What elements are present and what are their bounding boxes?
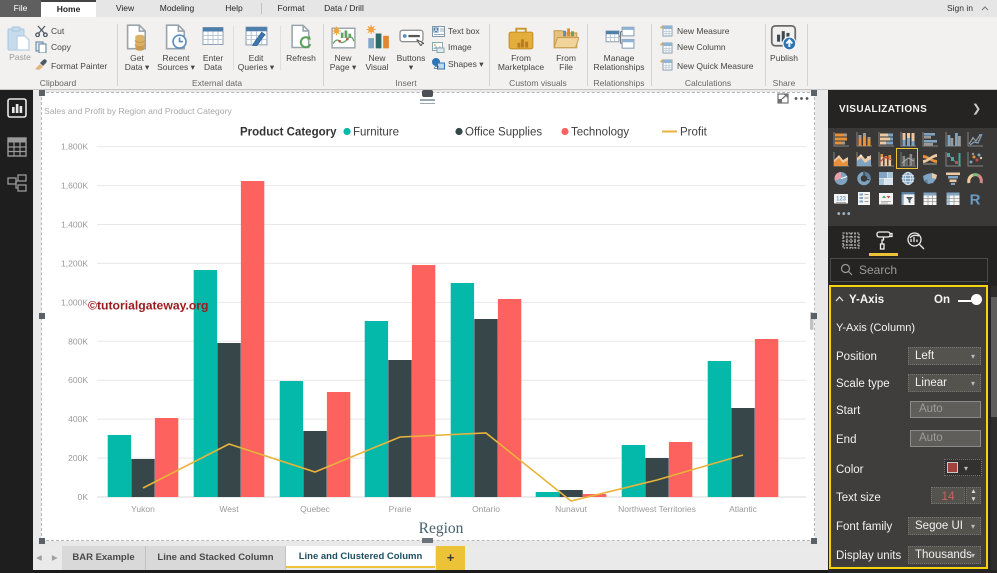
svg-text:Nunavut: Nunavut (555, 504, 587, 514)
svg-text:1,000K: 1,000K (61, 297, 88, 307)
svg-text:Profit: Profit (680, 127, 708, 139)
svg-text:Office Supplies: Office Supplies (465, 127, 542, 139)
svg-text:400K: 400K (68, 414, 88, 424)
svg-text:Northwest Territories: Northwest Territories (618, 504, 696, 514)
svg-text:Quebec: Quebec (300, 504, 331, 514)
svg-text:Ontario: Ontario (472, 504, 500, 514)
svg-text:600K: 600K (68, 375, 88, 385)
svg-text:1,600K: 1,600K (61, 181, 88, 191)
svg-text:Sales and Profit by Region and: Sales and Profit by Region and Product C… (44, 106, 232, 116)
svg-text:A: A (434, 28, 438, 34)
svg-text:200K: 200K (68, 453, 88, 463)
svg-text:1,400K: 1,400K (61, 220, 88, 230)
svg-text:800K: 800K (68, 336, 88, 346)
svg-text:Region: Region (419, 520, 464, 537)
svg-text:R: R (970, 191, 981, 208)
svg-text:©tutorialgateway.org: ©tutorialgateway.org (88, 299, 209, 313)
svg-text:Furniture: Furniture (353, 127, 399, 139)
svg-text:West: West (219, 504, 239, 514)
svg-text:Prarie: Prarie (389, 504, 412, 514)
svg-text:▱: ▱ (433, 65, 439, 70)
svg-text:1,800K: 1,800K (61, 142, 88, 152)
svg-text:Technology: Technology (571, 127, 629, 139)
svg-text:123: 123 (836, 196, 847, 202)
svg-text:Atlantic: Atlantic (729, 504, 758, 514)
svg-text:0K: 0K (78, 492, 89, 502)
svg-text:Yukon: Yukon (131, 504, 155, 514)
svg-text:Product Category: Product Category (240, 127, 337, 139)
svg-text:1,200K: 1,200K (61, 258, 88, 268)
